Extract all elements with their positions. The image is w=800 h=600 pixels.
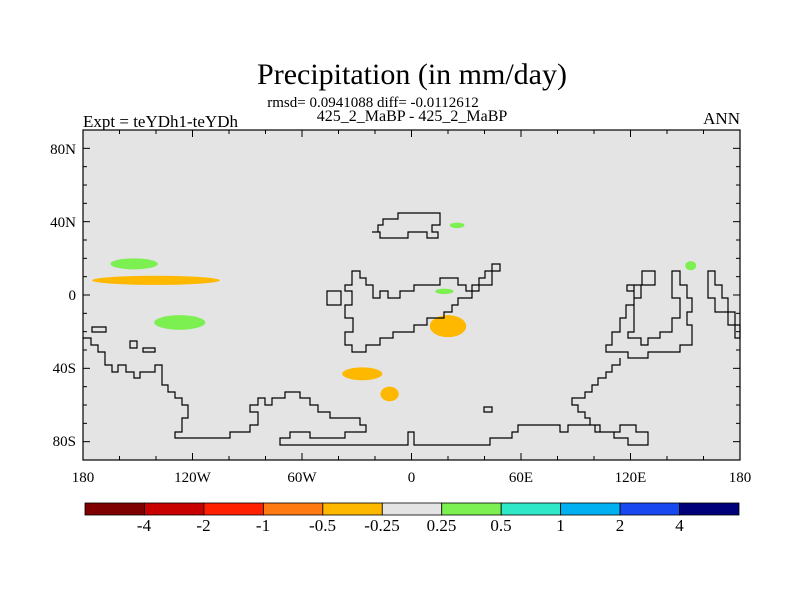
coastlines [83, 212, 741, 446]
lon-tick-label: 120W [174, 470, 212, 486]
anomaly-blob [435, 288, 454, 295]
lon-tick-label: 180 [729, 470, 752, 486]
lat-tick-label: 0 [69, 288, 77, 304]
anomaly-blob [342, 367, 383, 381]
colorbar-box [679, 502, 740, 516]
colorbar-label: 1 [556, 516, 565, 535]
anomaly-blob [380, 386, 399, 402]
anomaly-blob [92, 275, 220, 285]
lon-tick-label: 60E [509, 470, 533, 486]
colorbar-label: 4 [675, 516, 684, 535]
lon-tick-label: 60W [287, 470, 317, 486]
lat-tick-label: 40S [53, 361, 76, 377]
map-background [83, 130, 740, 460]
colorbar-box [500, 502, 562, 516]
colorbar-label: -2 [196, 516, 210, 535]
lat-tick-label: 80S [53, 434, 76, 450]
anomaly-layer [92, 222, 697, 402]
lon-tick-label: 0 [408, 470, 416, 486]
expt-label: Expt = teYDh1-teYDh [83, 112, 239, 131]
colorbar [84, 502, 740, 516]
lat-tick-label: 40N [50, 215, 76, 231]
anomaly-blob [110, 258, 158, 270]
colorbar-label: -1 [256, 516, 270, 535]
chart-title: Precipitation (in mm/day) [257, 58, 567, 91]
lon-tick-labels: 180 120W 60W 0 60E 120E 180 [72, 470, 752, 486]
axis-ticks [82, 130, 741, 460]
chart-stats: rmsd= 0.0941088 diff= -0.0112612 [267, 95, 479, 111]
anomaly-blob [685, 261, 697, 271]
map-frame [82, 129, 741, 461]
colorbar-box [441, 502, 502, 516]
colorbar-label: -0.5 [309, 516, 336, 535]
colorbar-box [619, 502, 680, 516]
lon-tick-label: 180 [72, 470, 95, 486]
colorbar-box [381, 502, 443, 516]
colorbar-box [262, 502, 324, 516]
colorbar-label: -4 [137, 516, 152, 535]
lat-tick-label: 80N [50, 142, 76, 158]
colorbar-box [203, 502, 264, 516]
colorbar-label: 2 [616, 516, 625, 535]
anomaly-blob [429, 315, 467, 338]
lat-tick-labels: 80N 40N 0 40S 80S [50, 142, 76, 450]
anomaly-blob [154, 315, 206, 330]
lon-tick-label: 120E [615, 470, 647, 486]
colorbar-label: 0.25 [427, 516, 457, 535]
chart-compare: 425_2_MaBP - 425_2_MaBP [317, 108, 508, 125]
anomaly-blob [449, 222, 465, 229]
colorbar-box [144, 502, 205, 516]
colorbar-box [322, 502, 383, 516]
colorbar-label: -0.25 [364, 516, 399, 535]
colorbar-box [84, 502, 145, 516]
colorbar-labels: -4 -2 -1 -0.5 -0.25 0.25 0.5 1 2 4 [137, 516, 684, 535]
colorbar-label: 0.5 [490, 516, 511, 535]
season-label: ANN [703, 109, 740, 128]
colorbar-box [560, 502, 621, 516]
